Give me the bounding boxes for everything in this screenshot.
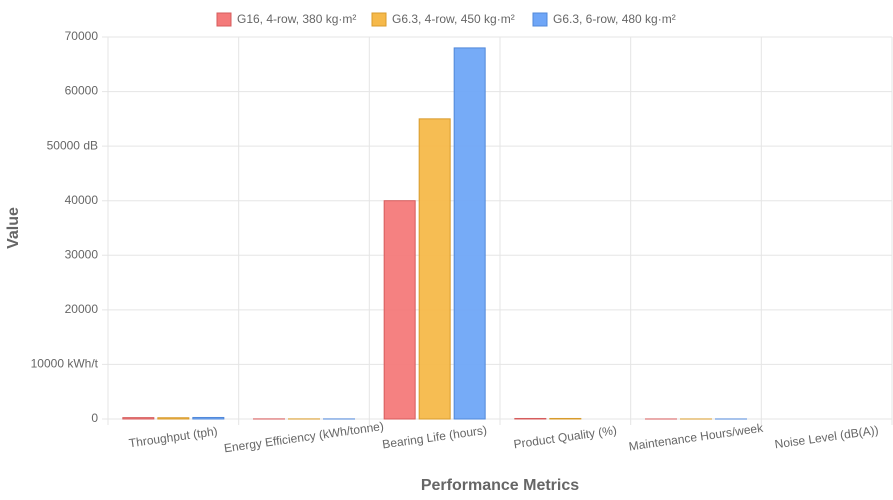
y-axis-title: Value	[5, 207, 22, 249]
bar	[514, 417, 547, 420]
x-tick-label: Noise Level (dB(A))	[774, 423, 880, 451]
x-tick-label: Bearing Life (hours)	[381, 423, 487, 452]
legend-swatch[interactable]	[371, 12, 387, 27]
y-tick-label: 70000	[65, 29, 99, 43]
y-tick-label: 0	[91, 411, 98, 425]
x-tick-label: Throughput (tph)	[128, 424, 218, 450]
x-tick-label: Product Quality (%)	[513, 423, 618, 451]
y-tick-label: 20000	[65, 302, 99, 316]
bar	[157, 417, 190, 420]
y-tick-label: 50000 dB	[47, 138, 98, 152]
bar	[383, 200, 416, 420]
x-axis-title: Performance Metrics	[421, 477, 579, 494]
bar	[549, 417, 582, 420]
bar	[453, 47, 486, 420]
bar	[122, 417, 155, 420]
y-tick-label: 40000	[65, 193, 99, 207]
y-tick-label: 60000	[65, 84, 99, 98]
bar	[192, 416, 225, 420]
legend-label[interactable]: G6.3, 6-row, 480 kg·m²	[553, 12, 676, 26]
bar	[418, 118, 451, 420]
y-tick-label: 10000 kWh/t	[31, 357, 99, 371]
legend-swatch[interactable]	[216, 12, 232, 27]
x-tick-label: Maintenance Hours/week	[628, 421, 765, 454]
legend-label[interactable]: G16, 4-row, 380 kg·m²	[237, 12, 356, 26]
legend-swatch[interactable]	[532, 12, 548, 27]
y-tick-label: 30000	[65, 247, 99, 261]
legend-label[interactable]: G6.3, 4-row, 450 kg·m²	[392, 12, 515, 26]
x-tick-label: Energy Efficiency (kWh/tonne)	[223, 419, 385, 455]
